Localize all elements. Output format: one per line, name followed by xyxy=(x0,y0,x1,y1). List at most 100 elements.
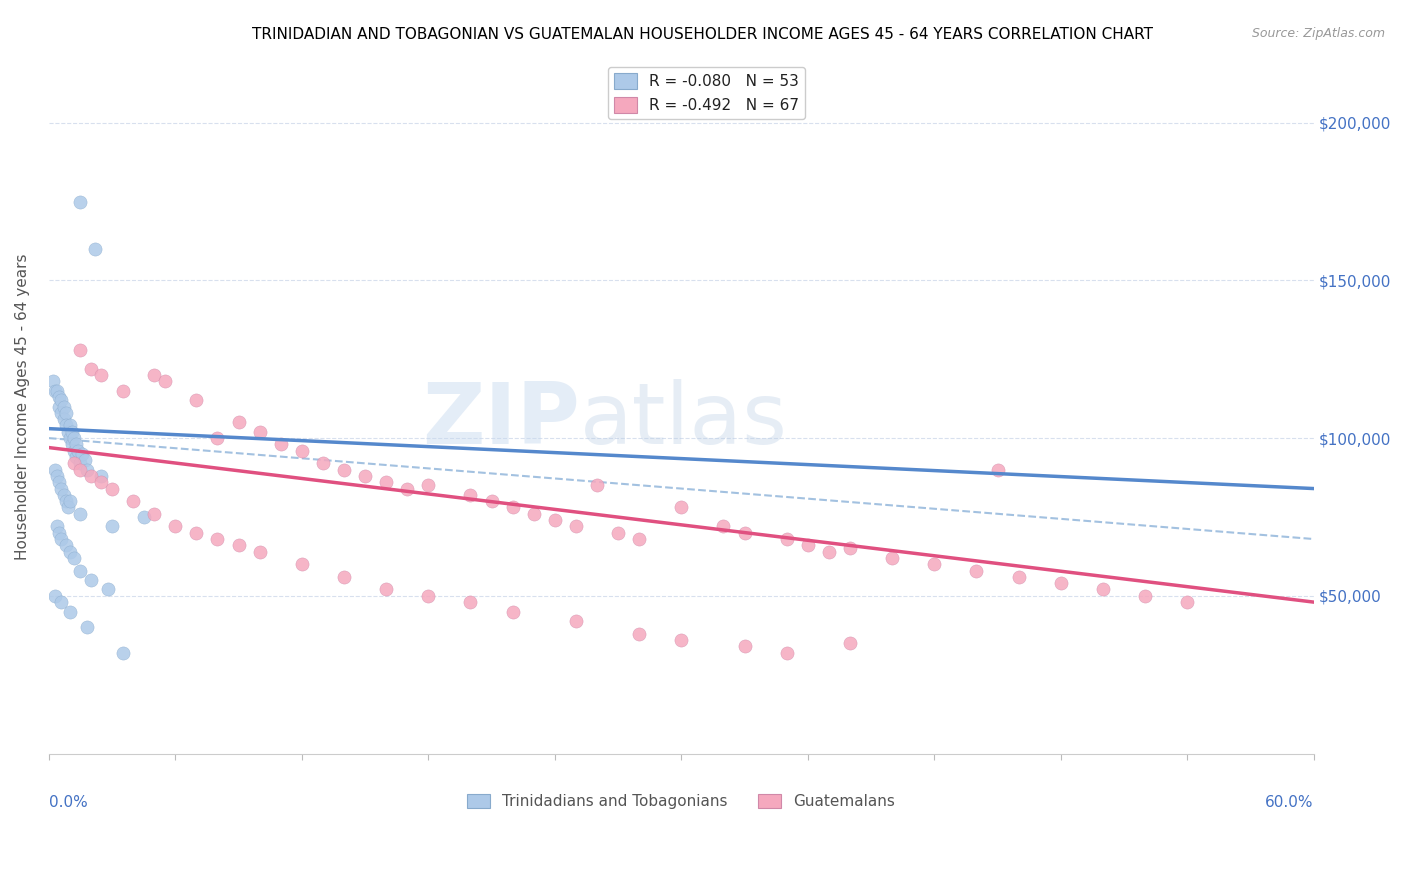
Point xyxy=(628,626,651,640)
Point xyxy=(76,463,98,477)
Point xyxy=(418,589,440,603)
Point xyxy=(291,443,314,458)
Point xyxy=(375,582,398,597)
Point xyxy=(90,469,112,483)
Point xyxy=(69,463,91,477)
Point xyxy=(69,194,91,209)
Point xyxy=(59,544,82,558)
Point xyxy=(132,510,155,524)
Point xyxy=(48,390,70,404)
Point xyxy=(143,507,166,521)
Point xyxy=(52,400,75,414)
Point xyxy=(72,447,94,461)
Text: atlas: atlas xyxy=(581,379,787,462)
Point xyxy=(46,384,69,398)
Point xyxy=(481,494,503,508)
Point xyxy=(59,418,82,433)
Point xyxy=(69,507,91,521)
Point xyxy=(111,646,134,660)
Point xyxy=(52,412,75,426)
Point xyxy=(80,469,103,483)
Point xyxy=(207,532,229,546)
Point xyxy=(607,525,630,540)
Point xyxy=(122,494,145,508)
Point xyxy=(46,469,69,483)
Point xyxy=(55,418,77,433)
Point xyxy=(55,538,77,552)
Point xyxy=(838,541,860,556)
Point xyxy=(59,494,82,508)
Point xyxy=(333,463,356,477)
Point xyxy=(90,368,112,382)
Point xyxy=(63,443,86,458)
Point xyxy=(56,500,79,515)
Point xyxy=(80,573,103,587)
Point xyxy=(55,494,77,508)
Point xyxy=(42,374,65,388)
Point xyxy=(65,437,87,451)
Point xyxy=(63,431,86,445)
Point xyxy=(628,532,651,546)
Point xyxy=(73,453,96,467)
Text: Source: ZipAtlas.com: Source: ZipAtlas.com xyxy=(1251,27,1385,40)
Point xyxy=(60,437,83,451)
Point xyxy=(69,343,91,357)
Point xyxy=(48,525,70,540)
Point xyxy=(1133,589,1156,603)
Point xyxy=(48,475,70,490)
Point xyxy=(51,532,73,546)
Point xyxy=(60,425,83,439)
Point xyxy=(59,605,82,619)
Point xyxy=(734,525,756,540)
Point xyxy=(965,564,987,578)
Point xyxy=(249,425,271,439)
Point xyxy=(502,605,524,619)
Point xyxy=(838,636,860,650)
Point xyxy=(101,482,124,496)
Point xyxy=(44,463,66,477)
Y-axis label: Householder Income Ages 45 - 64 years: Householder Income Ages 45 - 64 years xyxy=(15,253,30,560)
Point xyxy=(291,558,314,572)
Point xyxy=(502,500,524,515)
Point xyxy=(153,374,176,388)
Point xyxy=(65,450,87,464)
Point xyxy=(90,475,112,490)
Point xyxy=(396,482,419,496)
Text: ZIP: ZIP xyxy=(422,379,581,462)
Point xyxy=(228,538,250,552)
Point xyxy=(51,595,73,609)
Point xyxy=(52,488,75,502)
Point xyxy=(1049,576,1071,591)
Point xyxy=(586,478,609,492)
Point xyxy=(776,532,799,546)
Point xyxy=(354,469,377,483)
Point xyxy=(59,431,82,445)
Point xyxy=(375,475,398,490)
Point xyxy=(46,519,69,533)
Point xyxy=(1175,595,1198,609)
Point xyxy=(51,482,73,496)
Point xyxy=(165,519,187,533)
Point xyxy=(69,456,91,470)
Point xyxy=(111,384,134,398)
Point xyxy=(101,519,124,533)
Point xyxy=(51,393,73,408)
Point xyxy=(55,406,77,420)
Text: 0.0%: 0.0% xyxy=(49,795,87,810)
Point xyxy=(56,425,79,439)
Point xyxy=(565,614,588,628)
Point xyxy=(69,564,91,578)
Point xyxy=(523,507,546,521)
Point xyxy=(671,632,693,647)
Point xyxy=(986,463,1008,477)
Point xyxy=(48,400,70,414)
Point xyxy=(1091,582,1114,597)
Point xyxy=(460,488,482,502)
Point xyxy=(418,478,440,492)
Text: 60.0%: 60.0% xyxy=(1265,795,1313,810)
Point xyxy=(671,500,693,515)
Point xyxy=(143,368,166,382)
Point xyxy=(249,544,271,558)
Point xyxy=(207,431,229,445)
Point xyxy=(44,384,66,398)
